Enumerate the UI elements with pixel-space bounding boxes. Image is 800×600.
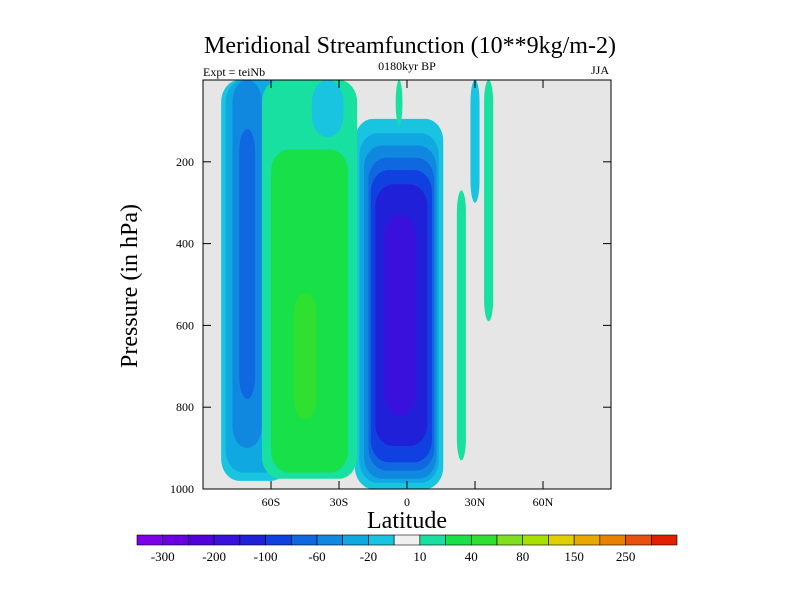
colorbar-swatch	[290, 534, 318, 546]
colorbar-label: 250	[616, 549, 636, 564]
colorbar-label: -300	[151, 549, 175, 564]
colorbar-label: -20	[360, 549, 377, 564]
x-tick-label: 30N	[465, 495, 486, 509]
heatmap-regions	[221, 80, 494, 489]
region-southern-cell-core	[239, 129, 256, 400]
colorbar-swatch	[316, 534, 344, 546]
y-axis: 200 400 600 800 1000	[170, 155, 611, 496]
colorbar-swatch	[188, 534, 215, 546]
colorbar-label: -100	[254, 549, 278, 564]
y-tick-label: 1000	[170, 482, 194, 496]
period-label: 0180kyr BP	[378, 59, 436, 73]
y-axis-label: Pressure (in hPa)	[117, 204, 143, 368]
region-tropical-cell-core	[384, 214, 417, 416]
colorbar-swatch	[419, 534, 446, 546]
colorbar-swatch	[573, 534, 601, 546]
colorbar-swatch	[522, 534, 549, 546]
y-tick-label: 400	[176, 237, 194, 251]
colorbar-swatch	[548, 534, 575, 546]
x-tick-label: 60S	[262, 495, 281, 509]
x-tick-label: 60N	[533, 495, 554, 509]
colorbar-label: -200	[202, 549, 226, 564]
colorbar-swatch	[650, 534, 678, 546]
colorbar-swatch	[213, 534, 241, 546]
chart-title: Meridional Streamfunction (10**9kg/m-2)	[204, 33, 616, 59]
region-equatorial-top	[395, 80, 403, 125]
colorbar-label: -60	[308, 549, 325, 564]
colorbar-label: 150	[564, 549, 584, 564]
colorbar-swatch	[368, 534, 395, 546]
colorbar-swatch	[599, 534, 626, 546]
x-tick-label: 30S	[330, 495, 349, 509]
colorbar-swatch	[265, 534, 292, 546]
colorbar-swatch	[136, 534, 164, 546]
region-northern-strip-2	[484, 80, 494, 322]
colorbar-label: 10	[413, 549, 426, 564]
colorbar-swatch	[470, 534, 498, 546]
x-tick-label: 0	[404, 495, 410, 509]
y-tick-label: 600	[176, 318, 194, 332]
experiment-label: Expt = teiNb	[203, 65, 265, 79]
region-ferrel-cell-core	[293, 292, 317, 420]
colorbar-swatch	[445, 534, 472, 546]
colorbar-swatch	[342, 534, 369, 546]
region-upper-westerly-cell	[311, 80, 344, 138]
colorbar-swatch	[393, 534, 421, 546]
colorbar-label: 40	[465, 549, 478, 564]
colorbar-label: 80	[516, 549, 529, 564]
region-northern-strip-1	[456, 190, 466, 461]
season-label: JJA	[591, 63, 609, 77]
x-axis: 60S 30S 0 30N 60N	[262, 80, 554, 509]
colorbar-swatch	[239, 534, 266, 546]
x-axis-label: Latitude	[367, 508, 447, 534]
colorbar-swatch	[496, 534, 524, 546]
colorbar-swatch	[162, 534, 189, 546]
colorbar-swatch	[625, 534, 652, 546]
region-northern-strip-3	[470, 80, 480, 203]
y-tick-label: 800	[176, 400, 194, 414]
colorbar: -300 -200 -100 -60 -20 10 40 80 150 250	[136, 534, 678, 564]
y-tick-label: 200	[176, 155, 194, 169]
